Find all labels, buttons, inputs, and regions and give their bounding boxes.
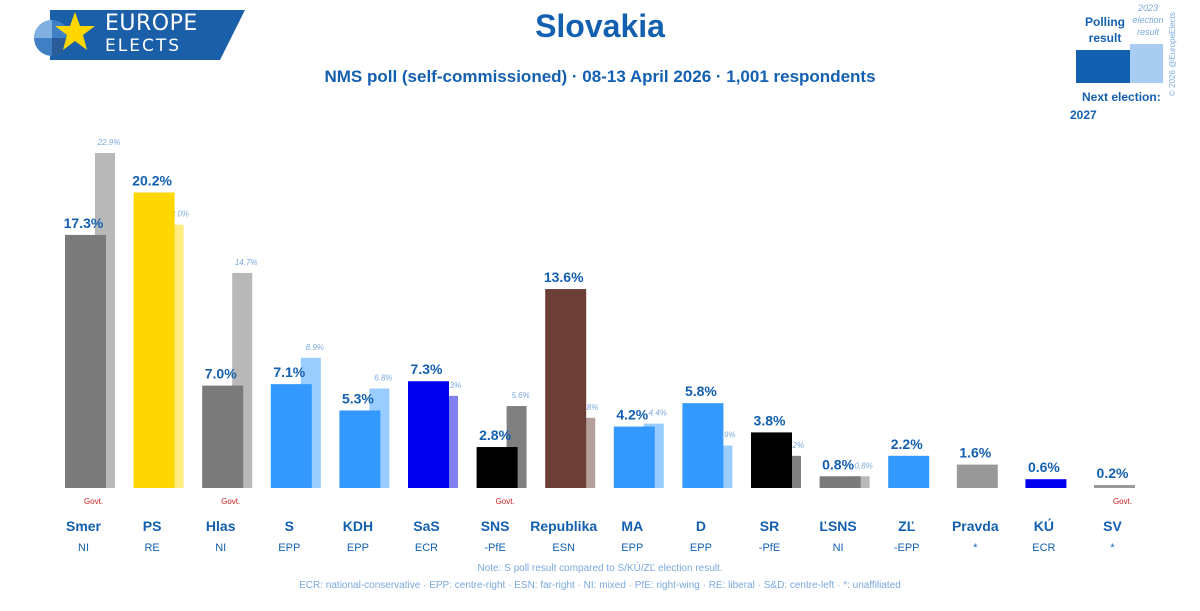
party-group-sns: -PfE — [484, 542, 505, 554]
data-label-prev-sas: 6.3% — [443, 381, 461, 390]
party-name-kdh: KDH — [343, 518, 373, 534]
footer-note: Note: S poll result compared to S/KÚ/ZĽ … — [477, 563, 723, 574]
data-label-poll-sns: 2.8% — [479, 427, 511, 443]
bar-poll-sns — [819, 476, 861, 488]
party-group-sas: ECR — [415, 542, 438, 554]
party-group-republika: ESN — [552, 542, 575, 554]
data-label-prev-hlas: 14.7% — [235, 258, 258, 267]
bar-poll-sns — [476, 447, 518, 488]
data-label-prev-smer: 22.9% — [97, 138, 121, 147]
next-election-label: Next election: — [1082, 90, 1161, 104]
europe-elects-logo: EUROPE ELECTS — [20, 10, 245, 60]
party-name-sas: SaS — [413, 518, 439, 534]
party-group-s: EPP — [278, 542, 300, 554]
party-group-ps: RE — [144, 542, 159, 554]
data-label-poll-hlas: 7.0% — [205, 366, 237, 382]
data-label-poll-kdh: 5.3% — [342, 390, 374, 406]
govt-label-smer: Govt. — [84, 497, 103, 506]
data-label-poll-ma: 4.2% — [616, 407, 648, 423]
chart-title: Slovakia — [535, 8, 665, 44]
data-label-prev-ps: 18.0% — [166, 210, 189, 219]
data-label-prev-sns: 5.6% — [511, 391, 529, 400]
data-label-poll-ps: 20.2% — [132, 172, 172, 188]
party-group-k: ECR — [1032, 542, 1055, 554]
next-election-year: 2027 — [1070, 108, 1097, 122]
data-label-poll-smer: 17.3% — [64, 215, 104, 231]
bar-poll-pravda — [956, 464, 998, 488]
bar-poll-sr — [751, 432, 792, 488]
legend-polling-label: Polling result — [1085, 15, 1125, 45]
data-label-prev-sr: 2.2% — [785, 441, 804, 450]
party-group-sns: NI — [833, 542, 844, 554]
party-name-sns: ĽSNS — [819, 518, 856, 534]
bar-poll-ma — [613, 426, 655, 488]
data-label-poll-sv: 0.2% — [1097, 465, 1129, 481]
party-name-z: ZĽ — [898, 518, 916, 534]
data-label-prev-ma: 4.4% — [649, 409, 667, 418]
logo-text-elects: ELECTS — [105, 36, 181, 56]
data-label-poll-sr: 3.8% — [754, 412, 786, 428]
party-group-sr: -PfE — [759, 542, 780, 554]
bar-poll-smer — [65, 234, 106, 488]
party-group-smer: NI — [78, 542, 89, 554]
data-label-poll-s: 7.1% — [273, 364, 305, 380]
party-name-sv: SV — [1103, 518, 1122, 534]
party-name-republika: Republika — [530, 518, 597, 534]
party-group-ma: EPP — [621, 542, 643, 554]
party-group-pravda: * — [973, 542, 978, 554]
bar-poll-hlas — [202, 385, 244, 488]
party-name-pravda: Pravda — [952, 518, 999, 534]
chart-subtitle: NMS poll (self-commissioned) · 08-13 Apr… — [324, 67, 876, 86]
data-label-prev-d: 2.9% — [716, 431, 735, 440]
legend-result-label: 2023 election result — [1132, 3, 1164, 37]
party-group-d: EPP — [690, 542, 712, 554]
data-label-poll-republika: 13.6% — [544, 269, 584, 285]
govt-label-sns: Govt. — [496, 497, 515, 506]
logo-text-europe: EUROPE — [105, 11, 198, 36]
data-label-prev-republika: 4.8% — [580, 403, 598, 412]
data-label-prev-sns: 0.8% — [854, 461, 872, 470]
data-label-poll-k: 0.6% — [1028, 459, 1060, 475]
govt-label-hlas: Govt. — [221, 497, 240, 506]
party-name-ps: PS — [143, 518, 162, 534]
data-label-poll-sas: 7.3% — [411, 361, 443, 377]
party-name-hlas: Hlas — [206, 518, 236, 534]
data-label-poll-d: 5.8% — [685, 383, 717, 399]
bar-poll-d — [682, 403, 724, 488]
party-name-d: D — [696, 518, 706, 534]
data-label-poll-sns: 0.8% — [822, 456, 854, 472]
bar-poll-republika — [545, 289, 587, 488]
party-name-sr: SR — [760, 518, 779, 534]
bar-poll-sas — [408, 381, 449, 488]
party-name-s: S — [285, 518, 294, 534]
data-label-poll-pravda: 1.6% — [959, 445, 991, 461]
party-group-hlas: NI — [215, 542, 226, 554]
bar-poll-k — [1025, 479, 1067, 488]
party-group-z: -EPP — [894, 542, 920, 554]
party-name-smer: Smer — [66, 518, 102, 534]
data-label-poll-z: 2.2% — [891, 436, 923, 452]
data-label-prev-kdh: 6.8% — [374, 374, 392, 383]
bar-poll-z — [888, 455, 930, 488]
party-name-k: KÚ — [1034, 517, 1054, 534]
bar-poll-ps — [133, 192, 175, 489]
govt-label-sv: Govt. — [1113, 497, 1132, 506]
party-group-sv: * — [1110, 542, 1115, 554]
bar-poll-s — [270, 384, 312, 488]
bar-poll-kdh — [339, 410, 381, 488]
party-name-sns: SNS — [481, 518, 510, 534]
data-label-prev-s: 8.9% — [306, 343, 324, 352]
legend-result-swatch — [1130, 44, 1163, 83]
bar-poll-sv — [1094, 485, 1135, 488]
party-name-ma: MA — [621, 518, 643, 534]
footer-glossary: ECR: national-conservative · EPP: centre… — [299, 580, 901, 591]
logo-graphic — [34, 10, 245, 60]
party-group-kdh: EPP — [347, 542, 369, 554]
